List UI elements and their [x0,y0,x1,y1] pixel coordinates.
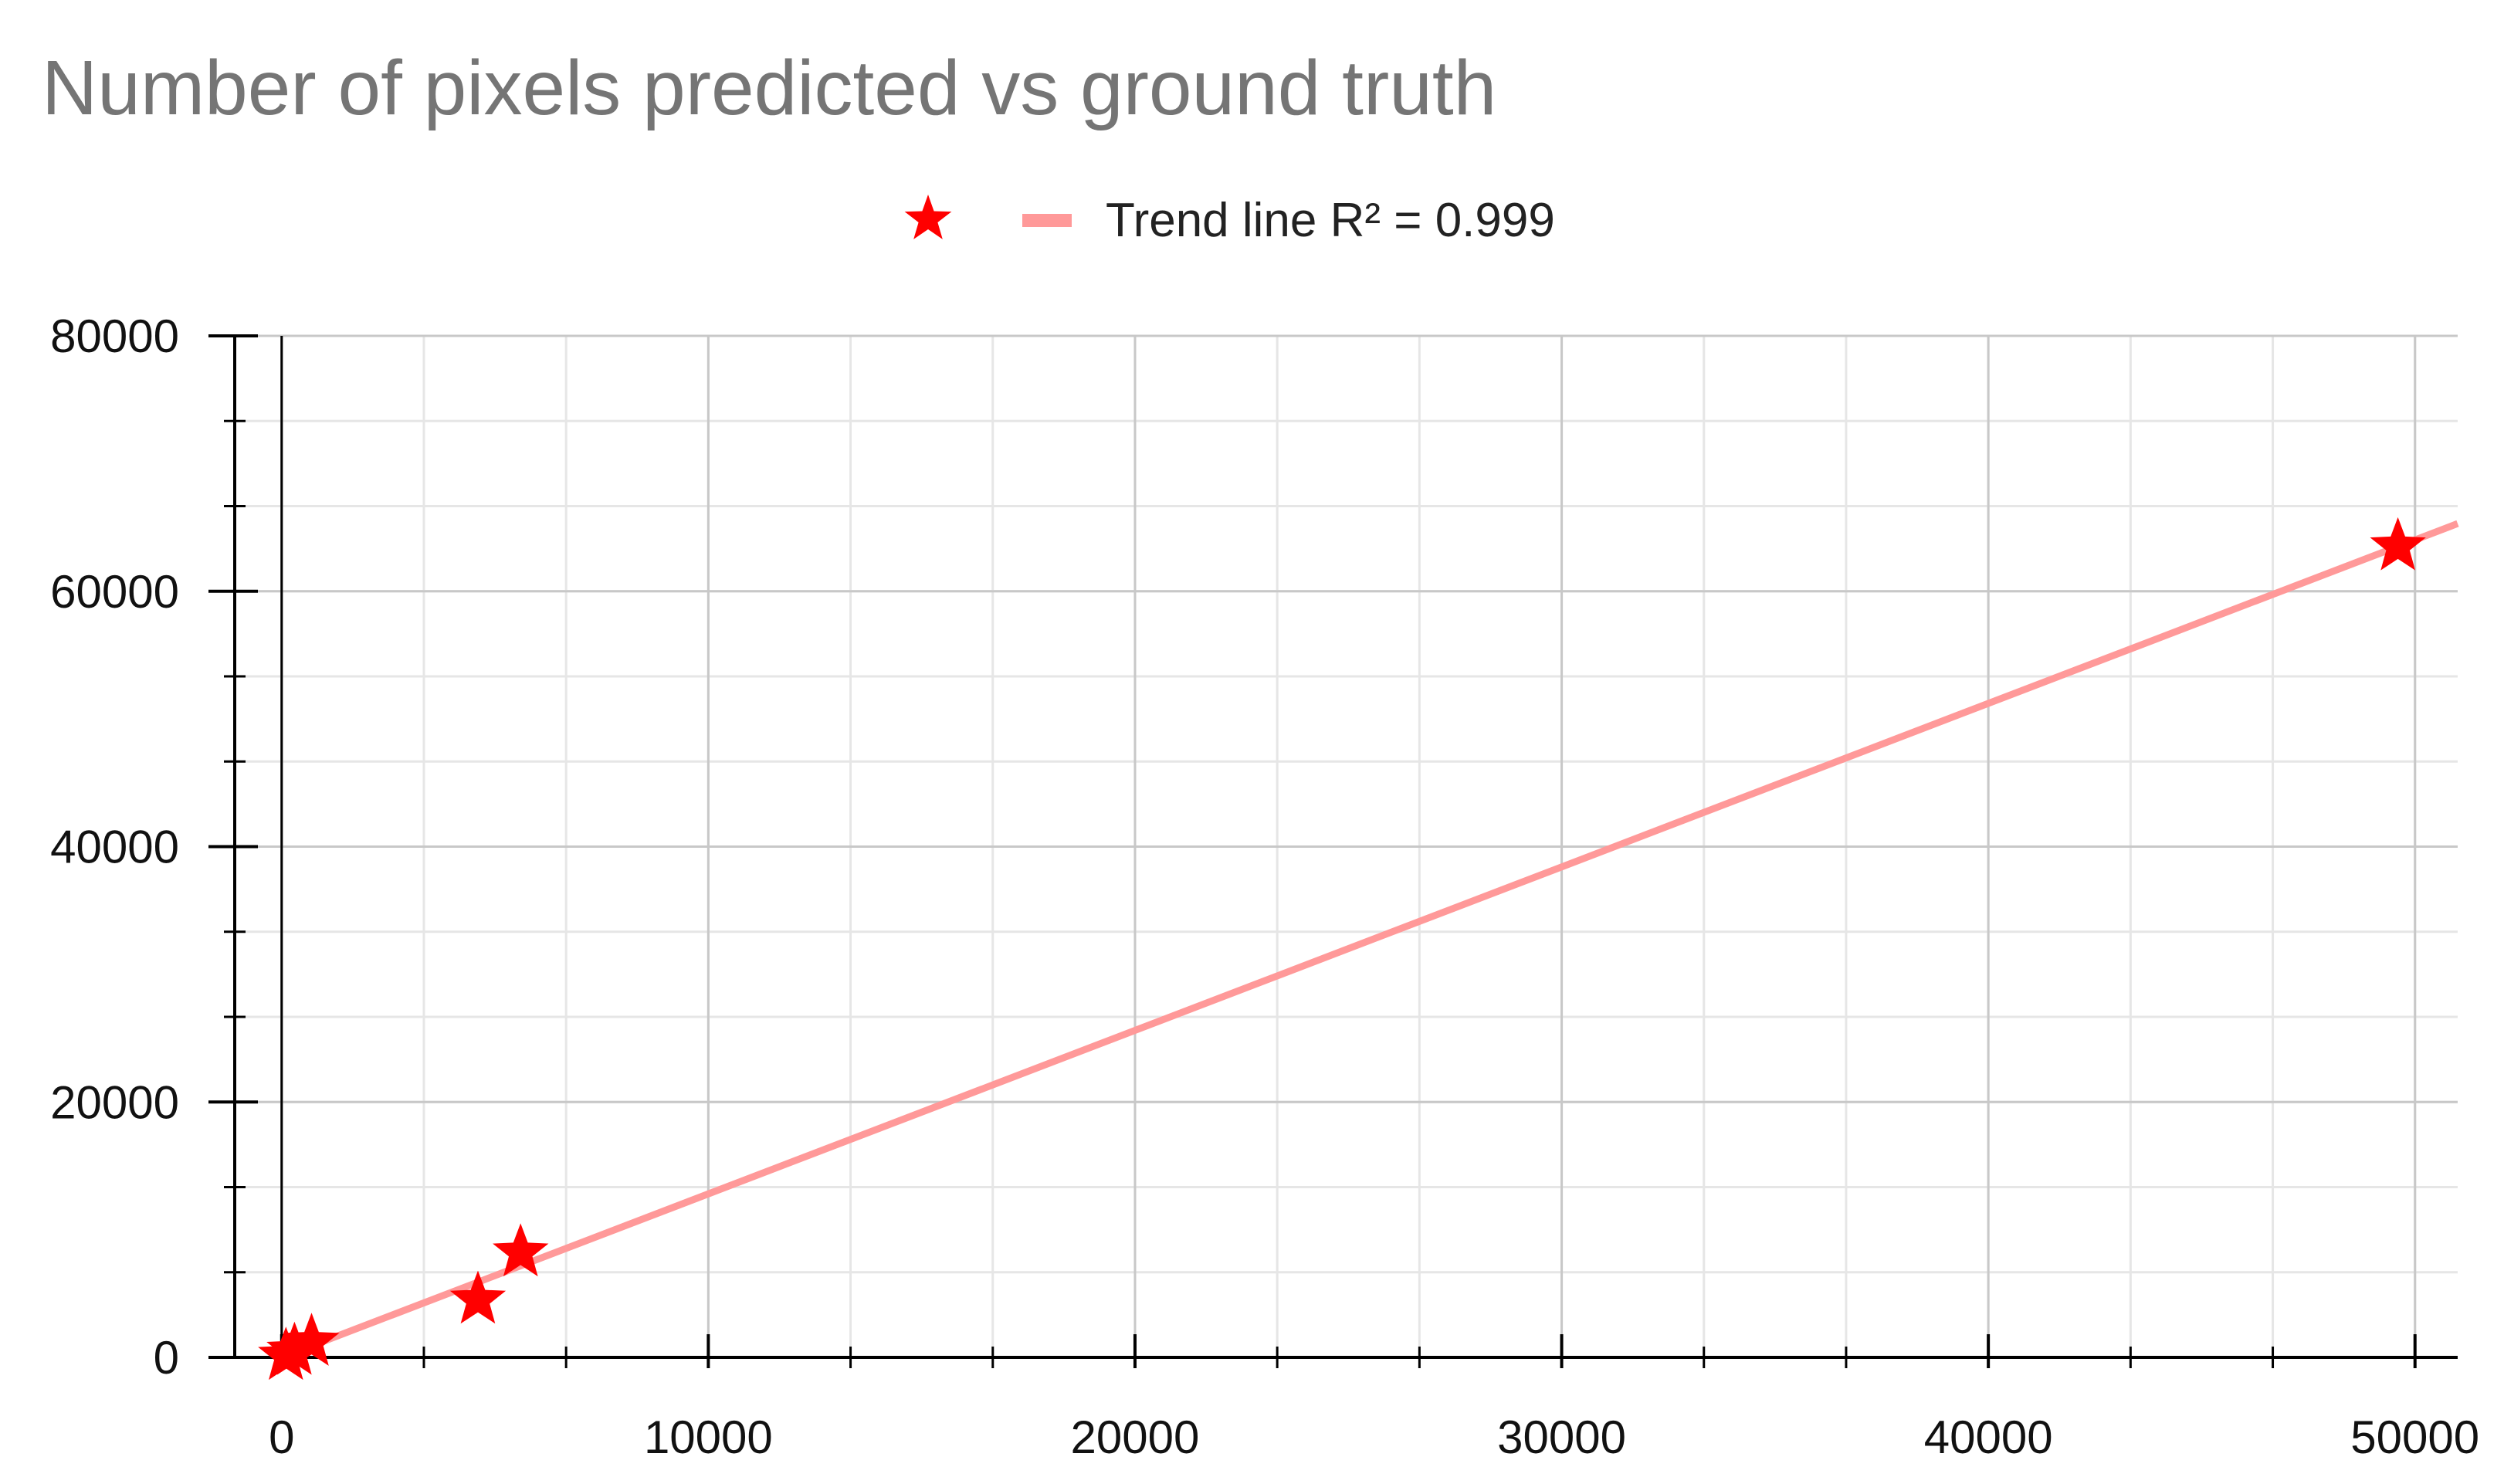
data-point-star [2370,517,2426,571]
legend: Trend line R² = 0.999 [904,194,1555,247]
chart-title: Number of pixels predicted vs ground tru… [42,45,1496,131]
grid-major [235,334,2458,1359]
legend-trend-line-swatch [1022,214,1072,227]
x-tick-label: 10000 [644,1411,773,1463]
x-tick-label: 30000 [1497,1411,1626,1463]
x-tick-labels: 0 10000 20000 30000 40000 50000 [269,1411,2479,1463]
y-tick-label: 40000 [50,822,179,873]
trend-line [280,520,2459,1361]
y-tick-label: 20000 [50,1076,179,1128]
data-point-star [449,1270,507,1324]
x-tick-label: 50000 [2350,1411,2479,1463]
y-tick-label: 0 [154,1332,179,1384]
x-tick-label: 0 [269,1411,294,1463]
legend-star-icon [904,195,952,239]
data-point-star [493,1223,549,1277]
y-tick-label: 80000 [50,310,179,362]
data-point-star [266,1321,323,1375]
data-points [258,517,2426,1381]
y-tick-label: 60000 [50,566,179,618]
y-tick-labels: 0 20000 40000 60000 80000 [50,310,179,1384]
x-tick-label: 20000 [1071,1411,1200,1463]
axes [208,334,2458,1368]
legend-trend-label: Trend line R² = 0.999 [1106,194,1555,247]
data-point-star [283,1313,340,1366]
x-tick-label: 40000 [1924,1411,2053,1463]
